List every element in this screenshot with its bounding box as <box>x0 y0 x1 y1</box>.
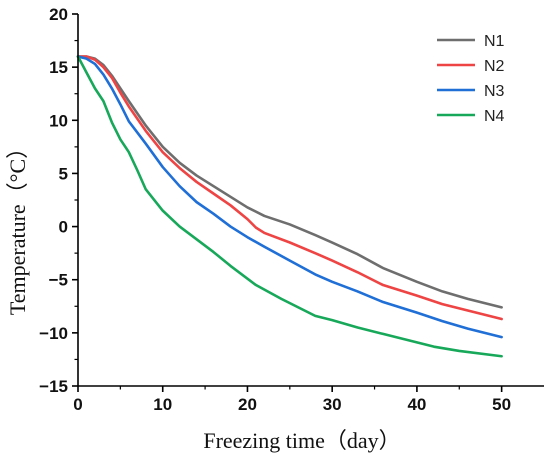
y-tick-label: −10 <box>39 324 68 343</box>
plot-series <box>76 55 503 358</box>
y-tick-label: 5 <box>59 164 68 183</box>
y-tick-label: −5 <box>49 271 68 290</box>
series-line-n1 <box>76 55 503 309</box>
x-tick-label: 0 <box>73 395 82 414</box>
legend-label-n4: N4 <box>484 108 505 125</box>
x-tick-label: 30 <box>323 395 342 414</box>
x-tick-labels: 0 10 20 30 40 50 <box>73 395 511 414</box>
x-tick-label: 20 <box>238 395 257 414</box>
series-line-n3 <box>76 55 503 339</box>
legend-label-n3: N3 <box>484 83 505 100</box>
y-tick-label: −15 <box>39 377 68 396</box>
y-tick-label: 0 <box>59 218 68 237</box>
x-tick-label: 50 <box>492 395 511 414</box>
series-line-n2 <box>76 55 503 321</box>
y-tick-label: 10 <box>49 111 68 130</box>
x-tick-label: 40 <box>407 395 426 414</box>
y-axis-title: Temperature（°C） <box>5 137 30 315</box>
axes <box>72 13 544 392</box>
legend-label-n2: N2 <box>484 58 505 75</box>
series-line-n4 <box>76 55 503 358</box>
legend: N1 N2 N3 N4 <box>437 33 505 125</box>
y-tick-label: 15 <box>49 58 68 77</box>
legend-label-n1: N1 <box>484 33 505 50</box>
x-tick-label: 10 <box>153 395 172 414</box>
x-axis-title: Freezing time（day） <box>203 428 400 453</box>
y-tick-labels: −15 −10 −5 0 5 10 15 20 <box>39 5 68 396</box>
y-tick-label: 20 <box>49 5 68 24</box>
